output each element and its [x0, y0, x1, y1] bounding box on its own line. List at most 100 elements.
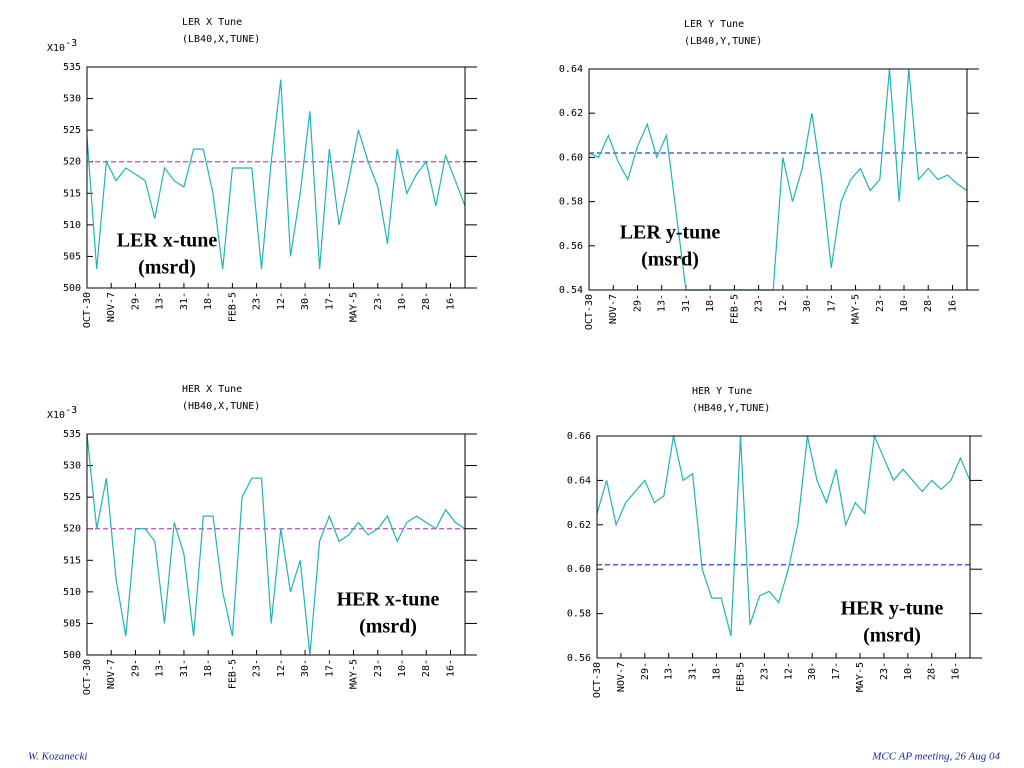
x-tick-label: 12-	[276, 292, 287, 310]
x-tick-label: 29-	[632, 294, 643, 312]
x-tick-label: 10-	[397, 659, 408, 677]
x-tick-label: 31-	[688, 662, 699, 680]
series-line	[86, 433, 466, 656]
y-tick-label: 510	[63, 587, 81, 598]
x-tick-label: FEB-5	[227, 659, 238, 689]
x-tick-label: 18-	[203, 292, 214, 310]
y-tick-label: 0.56	[567, 653, 591, 664]
y-tick-label: 515	[63, 188, 81, 199]
x-tick-label: 30-	[300, 292, 311, 310]
x-tick-label: FEB-5	[735, 662, 746, 692]
series-line	[588, 68, 968, 291]
x-tick-label: NOV-7	[106, 292, 117, 322]
y-tick-label: 0.62	[567, 520, 591, 531]
y-tick-label: 510	[63, 220, 81, 231]
x-tick-label: OCT-30	[592, 662, 603, 698]
annotation: (msrd)	[863, 625, 921, 647]
y-multiplier: X10-3	[47, 38, 77, 54]
plot-frame	[86, 433, 466, 656]
x-tick-label: 10-	[903, 662, 914, 680]
x-tick-label: 10-	[899, 294, 910, 312]
x-tick-label: 16-	[951, 662, 962, 680]
x-tick-label: 12-	[276, 659, 287, 677]
x-tick-label: 29-	[130, 292, 141, 310]
x-tick-label: OCT-30	[82, 292, 93, 328]
x-tick-label: FEB-5	[729, 294, 740, 324]
y-tick-label: 0.66	[567, 431, 591, 442]
x-tick-label: 23-	[252, 659, 263, 677]
x-tick-label: 17-	[324, 292, 335, 310]
y-multiplier-exp: -3	[65, 405, 77, 416]
y-multiplier-exp: -3	[65, 38, 77, 49]
y-tick-label: 0.62	[559, 108, 583, 119]
annotation: (msrd)	[359, 616, 417, 638]
x-tick-label: 23-	[252, 292, 263, 310]
x-tick-label: 30-	[807, 662, 818, 680]
x-tick-label: 16-	[947, 294, 958, 312]
footer-author: W. Kozanecki	[28, 751, 87, 763]
y-tick-label: 0.58	[559, 197, 583, 208]
x-tick-label: 13-	[664, 662, 675, 680]
x-tick-label: 12-	[778, 294, 789, 312]
chart-subtitle: (HB40,X,TUNE)	[182, 401, 260, 412]
x-tick-label: 13-	[657, 294, 668, 312]
y-tick-label: 530	[63, 94, 81, 105]
x-tick-label: 31-	[681, 294, 692, 312]
x-tick-label: OCT-30	[584, 294, 595, 330]
y-tick-label: 0.58	[567, 609, 591, 620]
y-tick-label: 0.54	[559, 285, 583, 296]
x-tick-label: 13-	[155, 292, 166, 310]
x-tick-label: 16-	[445, 659, 456, 677]
x-tick-label: MAY-5	[349, 659, 360, 689]
x-tick-label: NOV-7	[616, 662, 627, 692]
y-tick-label: 0.56	[559, 241, 583, 252]
x-tick-label: 28-	[421, 659, 432, 677]
chart-subtitle: (LB40,X,TUNE)	[182, 34, 260, 45]
plot-frame	[86, 66, 466, 289]
y-tick-label: 535	[63, 62, 81, 73]
y-tick-label: 505	[63, 251, 81, 262]
y-tick-label: 0.60	[559, 152, 583, 163]
y-multiplier-base: X10	[47, 43, 65, 54]
x-tick-label: MAY-5	[349, 292, 360, 322]
y-tick-label: 0.60	[567, 564, 591, 575]
y-tick-label: 520	[63, 157, 81, 168]
x-tick-label: 28-	[927, 662, 938, 680]
x-tick-label: OCT-30	[82, 659, 93, 695]
annotation: HER x-tune	[337, 589, 440, 611]
series-line	[596, 433, 971, 636]
x-tick-label: 23-	[373, 292, 384, 310]
x-tick-label: 30-	[802, 294, 813, 312]
annotation: (msrd)	[641, 249, 699, 271]
x-tick-label: 12-	[783, 662, 794, 680]
y-tick-label: 530	[63, 461, 81, 472]
x-tick-label: 18-	[705, 294, 716, 312]
x-tick-label: NOV-7	[608, 294, 619, 324]
chart-title: HER Y Tune	[692, 386, 752, 397]
x-tick-label: 28-	[421, 292, 432, 310]
chart-title: HER X Tune	[182, 384, 242, 395]
annotation: (msrd)	[138, 257, 196, 279]
x-tick-label: 17-	[324, 659, 335, 677]
x-tick-label: NOV-7	[106, 659, 117, 689]
annotation: LER y-tune	[620, 222, 721, 244]
y-tick-label: 525	[63, 492, 81, 503]
x-tick-label: MAY-5	[851, 294, 862, 324]
x-tick-label: 29-	[640, 662, 651, 680]
chart-subtitle: (HB40,Y,TUNE)	[692, 403, 770, 414]
footer-meeting: MCC AP meeting, 26 Aug 04	[871, 751, 1000, 763]
x-tick-label: 31-	[179, 659, 190, 677]
x-tick-label: 18-	[203, 659, 214, 677]
plot-frame	[588, 68, 968, 291]
x-tick-label: 31-	[179, 292, 190, 310]
x-tick-label: 29-	[130, 659, 141, 677]
x-tick-label: 23-	[754, 294, 765, 312]
x-tick-label: FEB-5	[227, 292, 238, 322]
y-multiplier-base: X10	[47, 410, 65, 421]
x-tick-label: 17-	[826, 294, 837, 312]
chart-title: LER Y Tune	[684, 19, 744, 30]
y-tick-label: 0.64	[567, 475, 591, 486]
x-tick-label: 23-	[875, 294, 886, 312]
y-tick-label: 525	[63, 125, 81, 136]
